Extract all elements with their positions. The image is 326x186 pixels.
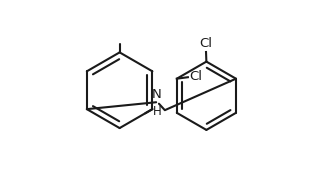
Text: Cl: Cl — [200, 37, 213, 50]
Text: Cl: Cl — [189, 70, 202, 83]
Text: H: H — [153, 105, 161, 118]
Text: N: N — [152, 88, 162, 101]
